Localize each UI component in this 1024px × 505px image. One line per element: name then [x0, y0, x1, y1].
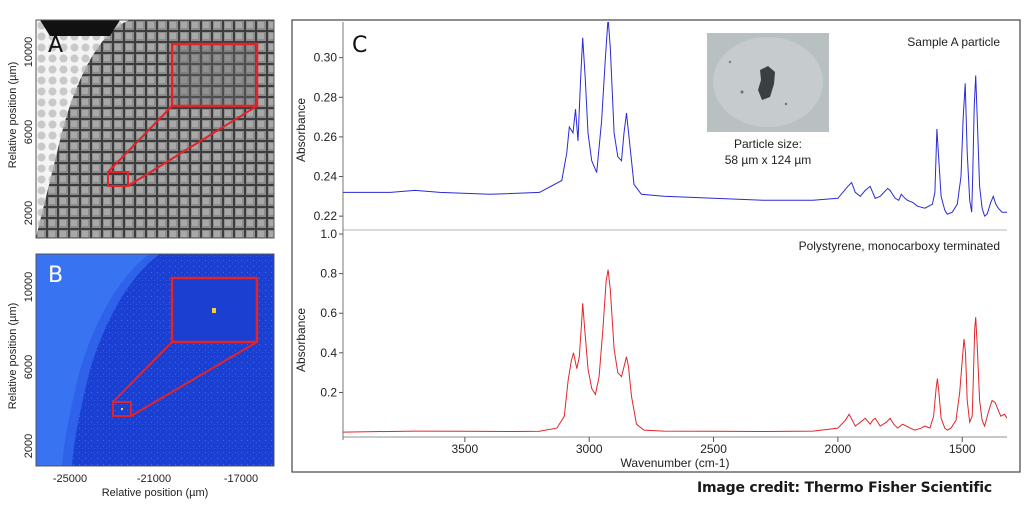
top-ylabel: Absorbance	[294, 98, 308, 162]
xtick-label: 3500	[452, 442, 479, 456]
series-polystyrene	[343, 269, 1007, 433]
panel-b-label: B	[48, 263, 63, 288]
panel-c-label: C	[352, 33, 367, 58]
panel-b-xtick-21000: -21000	[137, 473, 171, 485]
top-ytick-label: 0.26	[314, 130, 338, 144]
x-axis-ticks: 3500 3000 2500 2000 1500	[452, 437, 976, 456]
panel-a-ytick-6000: 6000	[23, 120, 35, 144]
panel-b-map: B	[35, 253, 275, 467]
panel-a-ytick-10000: 10000	[23, 37, 35, 68]
particle-caption-1: Particle size:	[734, 137, 802, 151]
panel-b-ytick-2000: 2000	[23, 434, 35, 458]
image-credit: Image credit: Thermo Fisher Scientific	[697, 480, 992, 496]
panel-b-xtick-25000: -25000	[53, 473, 87, 485]
bottom-ytick-label: 0.8	[320, 267, 337, 281]
panel-a-ylabel: Relative position (µm)	[7, 62, 19, 169]
top-series-label: Sample A particle	[907, 35, 1000, 49]
panel-c-chart: C 0.22 0.24 0.26 0.28 0.30 Absorbance Sample…	[291, 19, 1021, 473]
bottom-ylabel: Absorbance	[294, 308, 308, 372]
panel-a-label: A	[48, 33, 63, 58]
bottom-ytick-label: 1.0	[320, 227, 337, 241]
bottom-plot: 0.2 0.4 0.6 0.8 1.0 Absorbance Polystyrene, …	[294, 227, 1007, 433]
xtick-label: 3000	[576, 442, 603, 456]
top-plot: 0.22 0.24 0.26 0.28 0.30 Absorbance Sample A…	[294, 22, 1007, 223]
top-ytick-label: 0.30	[314, 51, 338, 65]
particle-marker	[212, 308, 216, 313]
panel-b-ytick-6000: 6000	[23, 355, 35, 379]
top-ytick-label: 0.28	[314, 90, 338, 104]
xtick-label: 2000	[825, 442, 852, 456]
panel-a-map: A	[35, 19, 275, 239]
bottom-ytick-label: 0.2	[320, 385, 337, 399]
particle-inset: Particle size: 58 µm x 124 µm	[707, 33, 829, 167]
panel-a-zoom-inset	[107, 42, 259, 187]
x-axis-label: Wavenumber (cm-1)	[621, 456, 730, 470]
panel-b-ylabel: Relative position (µm)	[7, 303, 19, 410]
xtick-label: 1500	[949, 442, 976, 456]
panel-b-zoom-inset	[112, 276, 259, 417]
particle-blob	[758, 66, 775, 100]
particle-caption-2: 58 µm x 124 µm	[725, 153, 812, 167]
bottom-series-label: Polystyrene, monocarboxy terminated	[799, 239, 1000, 253]
top-ytick-label: 0.24	[314, 170, 338, 184]
bottom-ytick-label: 0.6	[320, 306, 337, 320]
left-axes: Relative position (µm) Relative position…	[7, 37, 258, 499]
bottom-ytick-label: 0.4	[320, 346, 337, 360]
xtick-label: 2500	[700, 442, 727, 456]
series-sample-a-particle	[343, 22, 1007, 217]
panel-b-xtick-17000: -17000	[224, 473, 258, 485]
panel-b-ytick-10000: 10000	[23, 272, 35, 303]
panel-a-ytick-2000: 2000	[23, 201, 35, 225]
top-ytick-label: 0.22	[314, 209, 338, 223]
panel-b-xlabel: Relative position (µm)	[102, 487, 209, 499]
